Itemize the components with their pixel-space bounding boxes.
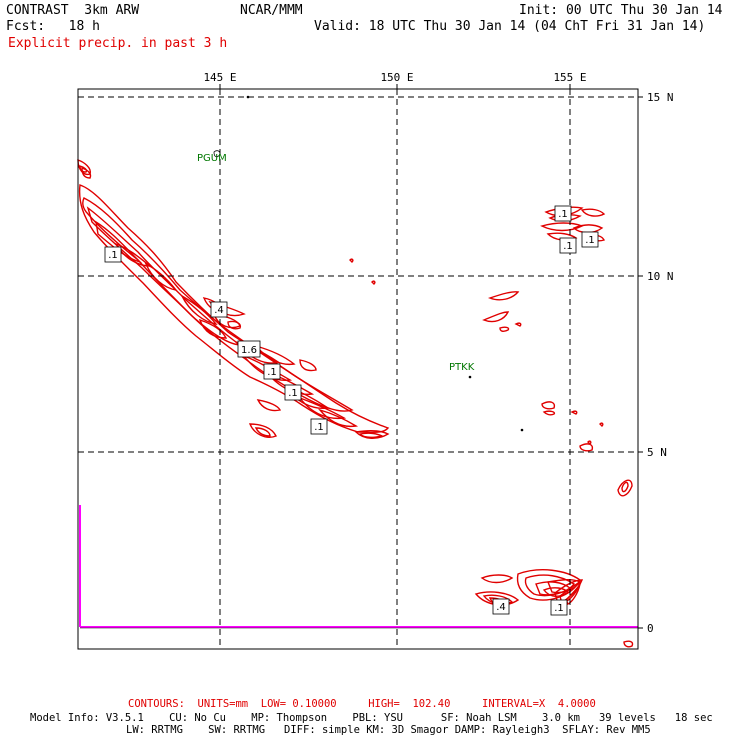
init-time: Init: 00 UTC Thu 30 Jan 14 (519, 3, 723, 18)
contour-label: .1 (585, 235, 595, 246)
map-frame (77, 88, 639, 650)
valid-time: Valid: 18 UTC Thu 30 Jan 14 (04 ChT Fri … (314, 19, 706, 34)
contour-info: CONTOURS: UNITS=mm LOW= 0.10000 HIGH= 10… (128, 698, 596, 710)
contour-label: .4 (496, 602, 506, 613)
lon-label: 155 E (553, 71, 586, 84)
contour-label: .1 (108, 250, 118, 261)
domain-boundary (79, 505, 638, 628)
lat-lon-grid (78, 89, 638, 649)
contour-label: .1 (563, 241, 573, 252)
precip-contours (77, 159, 634, 648)
model-title: CONTRAST 3km ARW (6, 3, 140, 18)
island-marker (520, 428, 524, 432)
contour-label: .1 (288, 388, 298, 399)
station-label-pgum: PGUM (197, 153, 227, 164)
station-label-ptkk: PTKK (449, 362, 475, 373)
contour-label: .1 (314, 422, 324, 433)
contour-label: 1.6 (241, 345, 257, 356)
model-info-line-1: Model Info: V3.5.1 CU: No Cu MP: Thompso… (30, 712, 713, 724)
island-marker (468, 375, 472, 379)
lat-label: 10 N (647, 270, 674, 283)
model-info-line-2: LW: RRTMG SW: RRTMG DIFF: simple KM: 3D … (126, 724, 651, 736)
contour-label: .1 (558, 209, 568, 220)
lat-label: 0 (647, 622, 654, 635)
forecast-hour: Fcst: 18 h (6, 19, 100, 34)
lon-label: 145 E (203, 71, 236, 84)
contour-label: .1 (554, 603, 564, 614)
organization: NCAR/MMM (240, 3, 303, 18)
lat-label: 15 N (647, 91, 674, 104)
axis-ticks (219, 84, 643, 629)
contour-label: .4 (214, 305, 224, 316)
lat-label: 5 N (647, 446, 667, 459)
lon-label: 150 E (380, 71, 413, 84)
contour-label: .1 (267, 367, 277, 378)
field-name: Explicit precip. in past 3 h (8, 36, 228, 51)
